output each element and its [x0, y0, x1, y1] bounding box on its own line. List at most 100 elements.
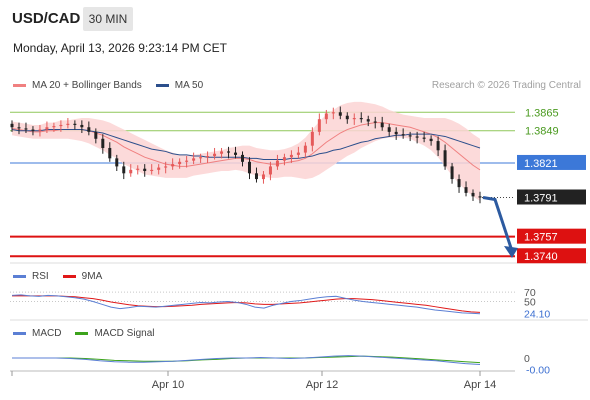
- rsi-level-label: 70: [524, 287, 536, 299]
- legend-rsi-9ma: 9MA: [62, 271, 103, 282]
- candle-up: [303, 145, 307, 153]
- candle-up: [199, 157, 203, 159]
- candle-down: [436, 141, 440, 151]
- rsi-line: [11, 294, 481, 315]
- support-label: 1.3740: [524, 251, 558, 263]
- candle-down: [450, 166, 454, 180]
- candle-down: [143, 168, 147, 172]
- candle-up: [220, 151, 224, 154]
- candle-up: [192, 158, 196, 161]
- forecast-arrow-line: [482, 196, 513, 249]
- legend-ma50: MA 50: [155, 80, 204, 91]
- candle-up: [206, 156, 210, 158]
- candle-down: [24, 128, 28, 130]
- candle-up: [157, 167, 161, 170]
- candle-down: [338, 112, 342, 116]
- timeframe-badge[interactable]: 30 MIN: [83, 7, 133, 31]
- candle-up: [178, 161, 182, 165]
- candle-up: [317, 119, 321, 132]
- candle-down: [73, 123, 77, 125]
- rsi-legend: RSI 9MA: [13, 271, 116, 282]
- resistance-label: 1.3849: [525, 126, 559, 138]
- legend-signal-label: MACD Signal: [94, 328, 155, 339]
- candle-down: [87, 127, 91, 132]
- legend-macd: MACD: [13, 328, 61, 339]
- time-axis-label: Apr 14: [464, 379, 496, 391]
- legend-ma50-swatch: [155, 84, 169, 87]
- time-axis-label: Apr 12: [306, 379, 338, 391]
- candle-up: [164, 166, 168, 168]
- last-price-label: 1.3791: [524, 193, 558, 205]
- candle-down: [387, 127, 391, 132]
- datetime-stamp: Monday, April 13, 2026 9:23:14 PM CET: [13, 41, 227, 55]
- candle-up: [129, 169, 133, 174]
- candle-down: [241, 154, 245, 162]
- candle-down: [31, 129, 35, 131]
- candle-up: [352, 118, 356, 120]
- candle-up: [275, 160, 279, 167]
- candle-down: [401, 134, 405, 136]
- candle-down: [234, 152, 238, 155]
- legend-macd-signal: MACD Signal: [75, 328, 154, 339]
- legend-ma20-label: MA 20 + Bollinger Bands: [32, 80, 142, 91]
- pivot-label: 1.3821: [524, 158, 558, 170]
- research-credit: Research © 2026 Trading Central: [431, 80, 581, 91]
- legend-ma50-label: MA 50: [174, 80, 204, 91]
- candle-up: [136, 168, 140, 170]
- candle-down: [380, 122, 384, 128]
- forecast-arrow-head: [504, 245, 518, 258]
- candle-down: [247, 161, 251, 174]
- candle-down: [464, 187, 468, 193]
- candle-down: [115, 158, 119, 167]
- candle-up: [38, 129, 42, 131]
- candle-up: [324, 113, 328, 120]
- candle-up: [52, 126, 56, 128]
- candle-up: [59, 124, 63, 127]
- support-tag: [517, 228, 586, 244]
- legend-ma20-swatch: [13, 84, 26, 87]
- candle-up: [185, 160, 189, 162]
- candle-up: [331, 112, 335, 114]
- candle-up: [171, 164, 175, 167]
- legend-rsi: RSI: [13, 271, 49, 282]
- candle-down: [408, 135, 412, 137]
- support-tag: [517, 248, 586, 264]
- candle-down: [478, 196, 482, 198]
- candle-down: [94, 131, 98, 139]
- pivot-tag: [517, 154, 586, 170]
- candle-down: [108, 147, 112, 159]
- candle-down: [359, 118, 363, 120]
- candle-up: [45, 127, 49, 130]
- main-legend: MA 20 + Bollinger Bands MA 50: [13, 80, 217, 91]
- candle-down: [422, 137, 426, 139]
- candle-up: [150, 169, 154, 172]
- candle-up: [268, 166, 272, 175]
- rsi-9ma-line: [12, 295, 481, 313]
- candle-down: [122, 166, 126, 174]
- candle-up: [213, 153, 217, 157]
- legend-9ma-swatch: [62, 275, 76, 278]
- candle-up: [261, 174, 265, 180]
- resistance-label: 1.3865: [525, 107, 559, 119]
- symbol-title: USD/CAD: [12, 10, 81, 27]
- candle-down: [373, 121, 377, 123]
- candle-down: [366, 119, 370, 122]
- candle-down: [471, 192, 475, 197]
- macd-level-label: -0.00: [526, 364, 550, 376]
- legend-macd-swatch: [13, 332, 26, 335]
- last-price-tag: [517, 189, 586, 205]
- candle-up: [66, 123, 70, 125]
- candle-up: [296, 152, 300, 155]
- macd-level-label: 0: [524, 353, 530, 365]
- candle-down: [429, 138, 433, 142]
- legend-9ma-label: 9MA: [81, 271, 103, 282]
- rsi-level-label: 24.10: [524, 309, 550, 321]
- candle-down: [394, 131, 398, 135]
- candle-up: [310, 131, 314, 146]
- support-label: 1.3757: [524, 232, 558, 244]
- candle-down: [443, 150, 447, 167]
- candle-up: [289, 154, 293, 158]
- rsi-level-label: 50: [524, 297, 536, 309]
- legend-rsi-label: RSI: [32, 271, 49, 282]
